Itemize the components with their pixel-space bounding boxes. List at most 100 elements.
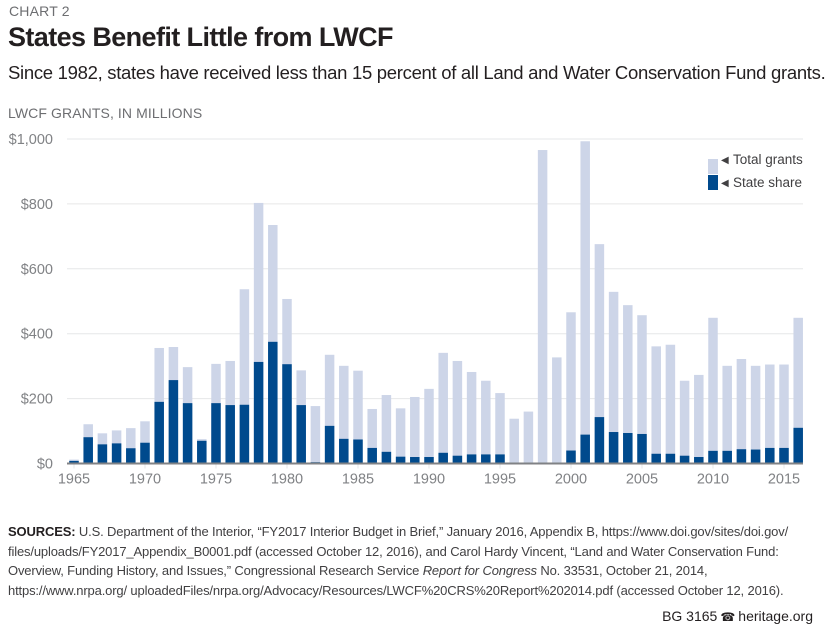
y-tick-label: $600 (21, 262, 53, 278)
bar-total-grants (651, 346, 661, 464)
state-share-bars (69, 341, 803, 464)
bar-state-share (140, 442, 150, 464)
bar-total-grants (140, 421, 150, 464)
bar-chart: $0 $200 $400 $600 $800 $1,000 1965 1970 1975 198… (9, 132, 803, 488)
bar-total-grants (708, 317, 718, 464)
bar-state-share (750, 449, 761, 464)
bar-state-share (211, 403, 221, 464)
bar-state-share (381, 451, 392, 464)
bar-state-share (608, 432, 619, 464)
bar-total-grants (253, 202, 264, 464)
bar-total-grants (694, 374, 704, 464)
bar-state-share (197, 440, 207, 464)
bar-total-grants (793, 317, 803, 464)
legend-arrow-icon: ◀ (721, 178, 729, 189)
bar-state-share (395, 456, 406, 464)
bar-total-grants (523, 411, 534, 464)
legend-arrow-icon: ◀ (721, 155, 729, 166)
bar-state-share (126, 448, 136, 464)
x-tick-label: 1975 (200, 472, 232, 488)
y-tick-label: $200 (21, 392, 53, 408)
chart-subtitle: Since 1982, states have received less th… (8, 62, 825, 83)
legend: ◀ Total grants ◀ State share (708, 152, 803, 190)
legend-item-total-grants: ◀ Total grants (708, 152, 803, 174)
bar-state-share (296, 405, 306, 464)
report-id: BG 3165 (662, 608, 718, 624)
bar-total-grants (481, 380, 491, 464)
bar-total-grants (495, 393, 505, 464)
bar-total-grants (395, 408, 406, 464)
bar-state-share (168, 380, 179, 464)
x-tick-label: 2015 (768, 472, 800, 488)
footer: BG 3165 ☎ heritage.org (662, 608, 813, 624)
bar-total-grants (438, 352, 448, 464)
bar-total-grants (339, 365, 349, 464)
bar-total-grants (736, 359, 747, 464)
bar-state-share (679, 455, 690, 464)
bar-total-grants (424, 388, 434, 464)
bar-state-share (182, 403, 193, 464)
bar-total-grants (381, 395, 392, 464)
bar-state-share (353, 439, 363, 464)
bar-total-grants (452, 360, 463, 464)
bar-total-grants (623, 305, 633, 464)
bar-state-share (438, 452, 448, 464)
legend-item-state-share: ◀ State share (708, 175, 802, 190)
bar-state-share (225, 405, 235, 464)
sources-note: SOURCES: U.S. Department of the Interior… (8, 522, 820, 600)
bar-state-share (594, 417, 605, 464)
bar-total-grants (665, 344, 676, 464)
bar-state-share (154, 401, 164, 464)
bar-state-share (665, 453, 676, 464)
y-tick-label: $0 (37, 457, 53, 473)
x-tick-label: 1980 (271, 472, 303, 488)
sources-text-2: No. 33531, October 21, 2014, https://www… (8, 563, 784, 598)
bar-state-share (736, 449, 747, 464)
bar-state-share (623, 432, 633, 464)
bar-state-share (111, 443, 122, 464)
x-tick-label: 1990 (413, 472, 445, 488)
bar-state-share (466, 454, 477, 464)
y-tick-label: $400 (21, 327, 53, 343)
bar-total-grants (466, 371, 477, 464)
bar-state-share (83, 437, 93, 464)
legend-swatch-state (708, 175, 718, 190)
site-link[interactable]: heritage.org (738, 608, 813, 624)
x-tick-label: 2005 (626, 472, 658, 488)
bar-total-grants (310, 406, 321, 464)
bar-total-grants (126, 428, 136, 464)
bar-state-share (410, 457, 420, 464)
sources-text-1: U.S. Department of the Interior, “FY2017… (8, 524, 789, 578)
bar-total-grants (765, 364, 775, 464)
bar-state-share (566, 450, 576, 464)
x-axis-ticks: 1965 1970 1975 1980 1985 1990 1995 2000 2005 2010… (58, 464, 800, 488)
bar-total-grants (750, 365, 761, 464)
chart-title: States Benefit Little from LWCF (8, 22, 394, 52)
bar-state-share (722, 450, 732, 464)
bar-state-share (779, 447, 789, 464)
x-tick-label: 1995 (484, 472, 516, 488)
bar-state-share (339, 438, 349, 464)
bar-state-share (268, 341, 278, 464)
x-tick-label: 2000 (555, 472, 587, 488)
bar-state-share (452, 455, 463, 464)
total-grants-bars (69, 141, 803, 464)
bar-state-share (495, 454, 505, 464)
bar-state-share (367, 447, 377, 464)
bar-state-share (324, 425, 335, 464)
bar-state-share (239, 404, 250, 464)
bar-state-share (765, 447, 775, 464)
bar-state-share (694, 457, 704, 464)
chart-number: CHART 2 (9, 3, 70, 19)
sources-italic-title: Report for Congress (422, 563, 537, 578)
x-tick-label: 2010 (697, 472, 729, 488)
bar-total-grants (537, 150, 548, 464)
y-tick-label: $800 (21, 197, 53, 213)
bar-state-share (282, 364, 292, 464)
bar-total-grants (552, 357, 562, 464)
bar-total-grants (637, 315, 647, 464)
bar-state-share (253, 361, 264, 464)
liberty-bell-icon: ☎ (720, 610, 736, 624)
bar-total-grants (353, 370, 363, 464)
y-axis-ticks: $0 $200 $400 $600 $800 $1,000 (9, 132, 53, 473)
